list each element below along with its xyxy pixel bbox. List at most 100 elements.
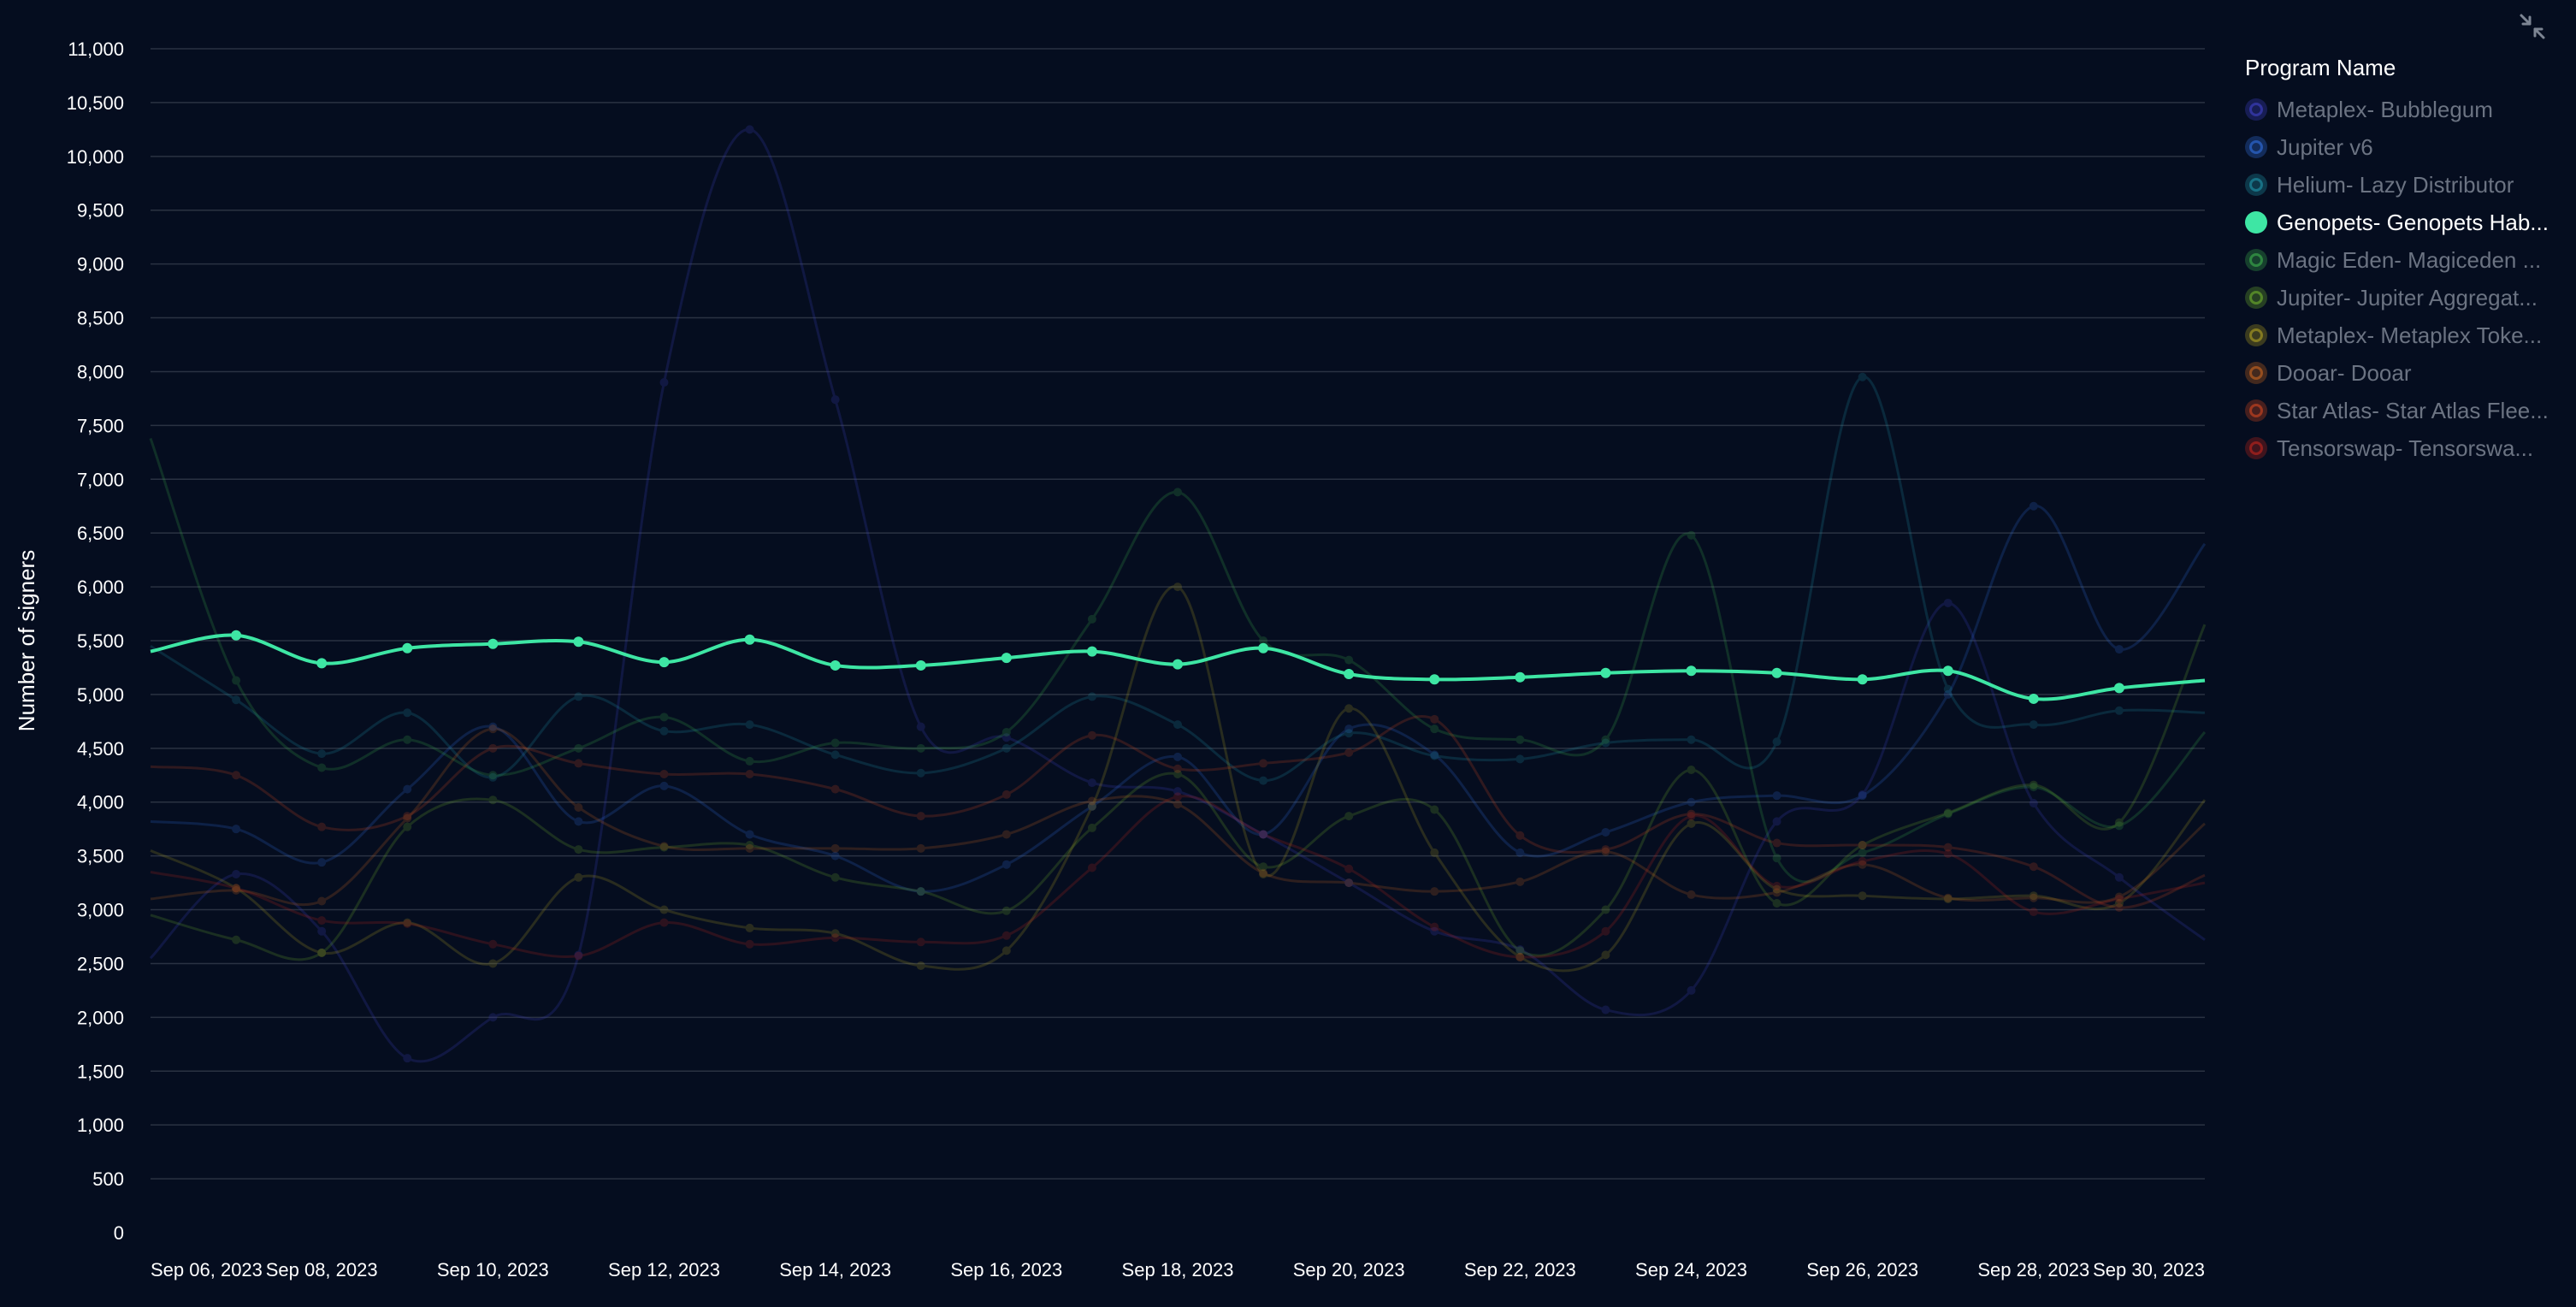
data-point[interactable] — [1087, 692, 1096, 701]
collapse-arrows-icon[interactable] — [2518, 12, 2547, 41]
data-point[interactable] — [1601, 735, 1610, 744]
data-point[interactable] — [1858, 891, 1867, 901]
data-point[interactable] — [1430, 887, 1439, 896]
data-point[interactable] — [1772, 791, 1781, 801]
data-point[interactable] — [1259, 862, 1268, 872]
data-point[interactable] — [403, 1054, 412, 1063]
data-point[interactable] — [745, 939, 754, 949]
data-point[interactable] — [916, 887, 925, 896]
data-point[interactable] — [1772, 737, 1781, 747]
data-point[interactable] — [488, 772, 498, 782]
data-point[interactable] — [659, 770, 669, 779]
data-point[interactable] — [1173, 720, 1182, 730]
data-point[interactable] — [488, 795, 498, 805]
data-point[interactable] — [488, 722, 498, 731]
data-point[interactable] — [403, 813, 412, 823]
data-point[interactable] — [1687, 735, 1696, 744]
data-point[interactable] — [232, 825, 241, 834]
data-point[interactable] — [1087, 730, 1096, 740]
data-point[interactable] — [1601, 738, 1610, 748]
data-point[interactable] — [574, 759, 583, 768]
data-point[interactable] — [915, 659, 926, 671]
data-point[interactable] — [2114, 903, 2124, 913]
data-point[interactable] — [317, 822, 327, 831]
data-point[interactable] — [232, 870, 241, 879]
data-point[interactable] — [745, 720, 754, 730]
data-point[interactable] — [1344, 878, 1354, 888]
series-jupiter-v6[interactable] — [150, 501, 2207, 896]
data-point[interactable] — [1430, 922, 1439, 931]
legend-item[interactable]: Helium- Lazy Distributor — [2245, 166, 2566, 204]
data-point[interactable] — [1601, 950, 1610, 960]
data-point[interactable] — [1687, 812, 1696, 821]
data-point[interactable] — [1259, 868, 1268, 878]
data-point[interactable] — [745, 770, 754, 779]
data-point[interactable] — [1942, 665, 1953, 677]
data-point[interactable] — [659, 905, 669, 914]
data-point[interactable] — [1173, 787, 1182, 796]
data-point[interactable] — [574, 872, 583, 882]
data-point[interactable] — [1344, 864, 1354, 873]
data-point[interactable] — [317, 858, 327, 867]
data-point[interactable] — [316, 658, 328, 669]
data-point[interactable] — [1858, 841, 1867, 850]
series-metaplex-bubblegum[interactable] — [149, 125, 2206, 1063]
data-point[interactable] — [574, 692, 583, 701]
data-point[interactable] — [1943, 809, 1953, 819]
data-point[interactable] — [745, 830, 754, 839]
data-point[interactable] — [1601, 905, 1610, 914]
data-point[interactable] — [2028, 693, 2039, 704]
data-point[interactable] — [317, 948, 327, 957]
data-point[interactable] — [1173, 764, 1182, 773]
data-point[interactable] — [231, 630, 242, 641]
data-point[interactable] — [1772, 881, 1781, 890]
data-point[interactable] — [1772, 817, 1781, 826]
data-point[interactable] — [1772, 898, 1781, 908]
data-point[interactable] — [1943, 598, 1953, 607]
legend-item[interactable]: Jupiter- Jupiter Aggregat... — [2245, 279, 2566, 316]
data-point[interactable] — [574, 845, 583, 855]
data-point[interactable] — [659, 378, 669, 387]
data-point[interactable] — [1087, 796, 1096, 806]
data-point[interactable] — [1515, 946, 1525, 955]
data-point[interactable] — [1600, 667, 1611, 678]
data-point[interactable] — [1001, 931, 1011, 940]
series-jupiter-jupiter-aggregator[interactable] — [150, 624, 2207, 961]
data-point[interactable] — [2114, 898, 2124, 908]
data-point[interactable] — [574, 951, 583, 961]
data-point[interactable] — [1259, 776, 1268, 785]
data-point[interactable] — [403, 919, 412, 928]
data-point[interactable] — [1771, 667, 1782, 678]
data-point[interactable] — [1001, 906, 1011, 915]
data-point[interactable] — [1687, 809, 1696, 819]
data-point[interactable] — [659, 726, 669, 736]
data-point[interactable] — [1430, 724, 1439, 734]
data-point[interactable] — [1087, 801, 1096, 811]
data-point[interactable] — [1515, 735, 1525, 744]
data-point[interactable] — [488, 939, 498, 949]
data-point[interactable] — [1173, 752, 1182, 761]
data-point[interactable] — [2114, 892, 2124, 902]
data-point[interactable] — [403, 735, 412, 744]
data-point[interactable] — [745, 125, 754, 134]
data-point[interactable] — [659, 657, 670, 668]
data-point[interactable] — [916, 961, 925, 970]
data-point[interactable] — [1515, 754, 1525, 764]
data-point[interactable] — [488, 959, 498, 968]
data-point[interactable] — [317, 948, 327, 957]
data-point[interactable] — [1430, 848, 1439, 857]
data-point[interactable] — [1259, 759, 1268, 768]
data-point[interactable] — [2029, 720, 2038, 730]
data-point[interactable] — [232, 695, 241, 705]
legend-item[interactable]: Star Atlas- Star Atlas Flee... — [2245, 392, 2566, 429]
data-point[interactable] — [232, 884, 241, 893]
data-point[interactable] — [1173, 659, 1183, 670]
data-point[interactable] — [830, 872, 840, 882]
data-point[interactable] — [232, 884, 241, 893]
data-point[interactable] — [2114, 706, 2124, 715]
data-point[interactable] — [487, 638, 499, 649]
data-point[interactable] — [1687, 890, 1696, 899]
data-point[interactable] — [2029, 783, 2038, 792]
data-point[interactable] — [403, 822, 412, 831]
data-point[interactable] — [402, 642, 413, 654]
